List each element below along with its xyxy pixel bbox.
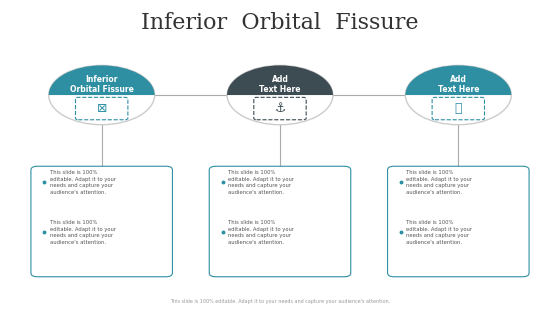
Text: Inferior
Orbital Fissure: Inferior Orbital Fissure — [70, 75, 134, 94]
Circle shape — [405, 66, 511, 125]
FancyBboxPatch shape — [388, 166, 529, 277]
FancyBboxPatch shape — [76, 97, 128, 120]
Text: This slide is 100%
editable. Adapt it to your
needs and capture your
audience's : This slide is 100% editable. Adapt it to… — [228, 170, 295, 195]
Text: This slide is 100%
editable. Adapt it to your
needs and capture your
audience's : This slide is 100% editable. Adapt it to… — [50, 170, 116, 195]
FancyBboxPatch shape — [432, 97, 484, 120]
Text: ⊠: ⊠ — [96, 102, 107, 115]
Text: Inferior  Orbital  Fissure: Inferior Orbital Fissure — [141, 12, 419, 34]
Wedge shape — [405, 66, 511, 95]
Text: Add
Text Here: Add Text Here — [259, 75, 301, 94]
Text: This slide is 100%
editable. Adapt it to your
needs and capture your
audience's : This slide is 100% editable. Adapt it to… — [228, 220, 295, 245]
Text: ⛳: ⛳ — [455, 102, 462, 115]
Circle shape — [49, 66, 155, 125]
Text: Add
Text Here: Add Text Here — [437, 75, 479, 94]
Wedge shape — [49, 66, 155, 95]
Text: This slide is 100% editable. Adapt it to your needs and capture your audience's : This slide is 100% editable. Adapt it to… — [170, 299, 390, 304]
Text: This slide is 100%
editable. Adapt it to your
needs and capture your
audience's : This slide is 100% editable. Adapt it to… — [407, 170, 473, 195]
Circle shape — [227, 66, 333, 125]
FancyBboxPatch shape — [209, 166, 351, 277]
Text: This slide is 100%
editable. Adapt it to your
needs and capture your
audience's : This slide is 100% editable. Adapt it to… — [407, 220, 473, 245]
FancyBboxPatch shape — [31, 166, 172, 277]
Text: ⚓: ⚓ — [274, 102, 286, 115]
FancyBboxPatch shape — [254, 97, 306, 120]
Text: This slide is 100%
editable. Adapt it to your
needs and capture your
audience's : This slide is 100% editable. Adapt it to… — [50, 220, 116, 245]
Wedge shape — [227, 66, 333, 95]
